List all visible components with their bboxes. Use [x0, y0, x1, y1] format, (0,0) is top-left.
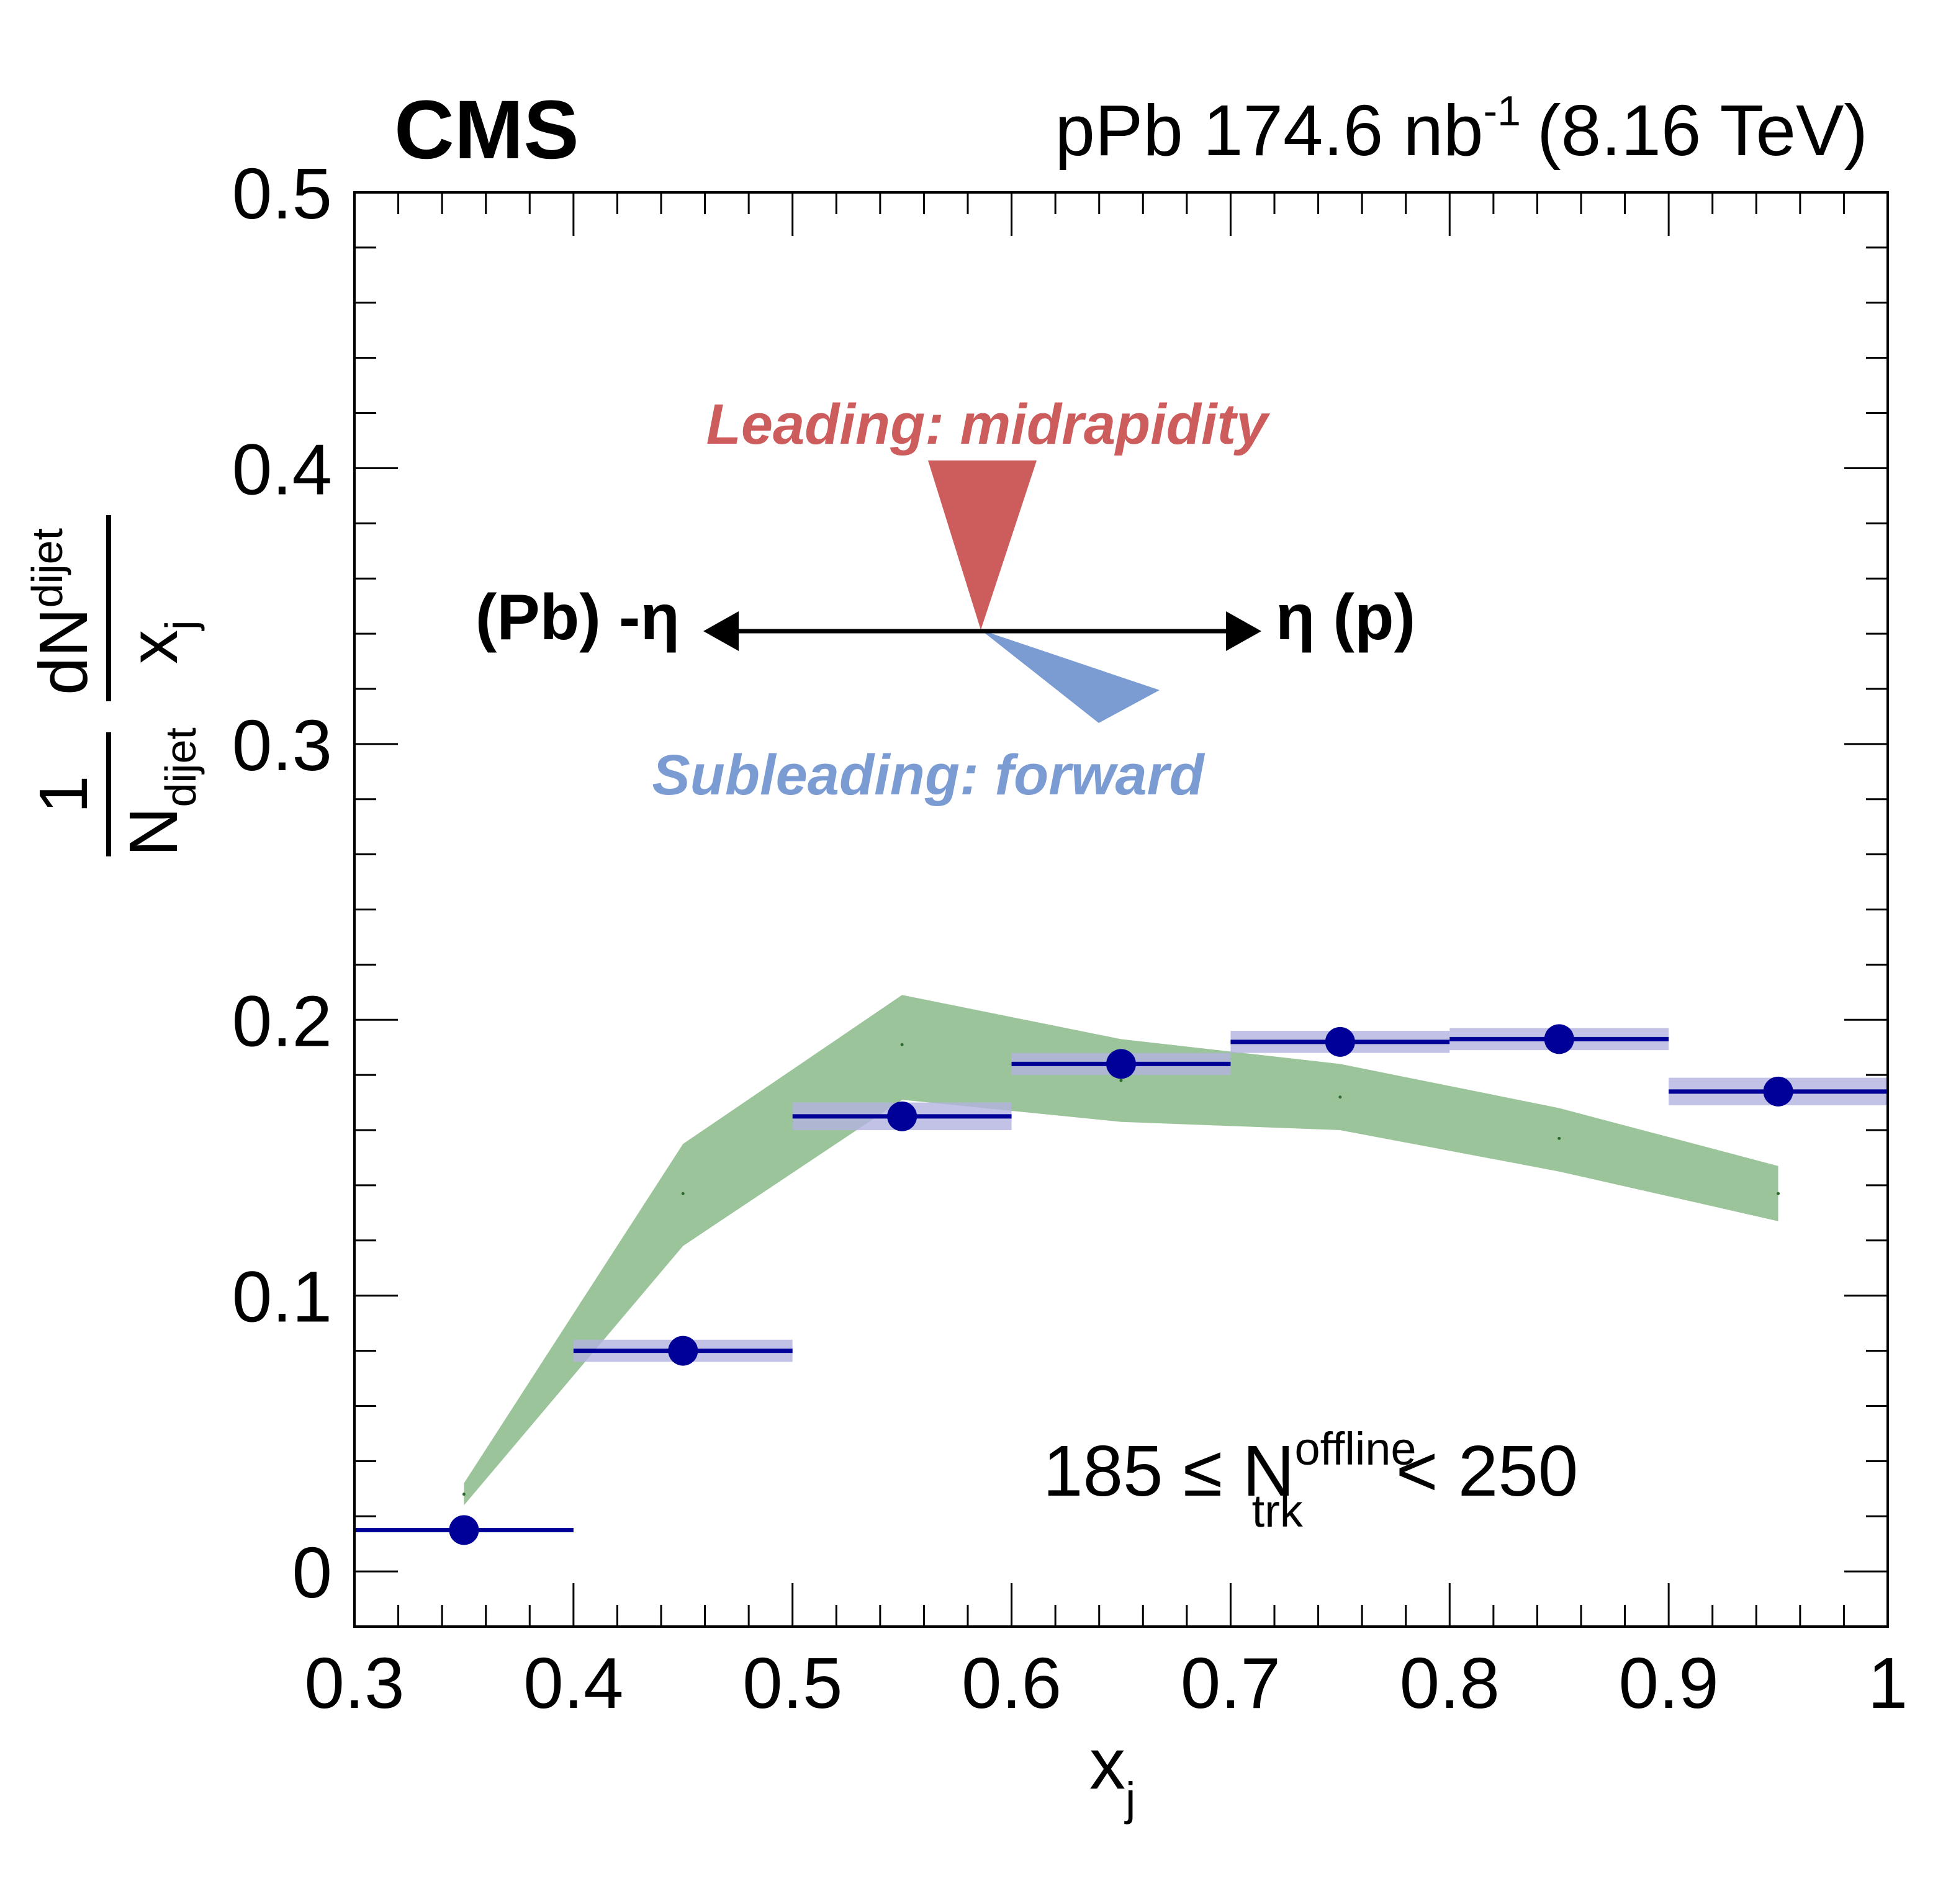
- data-point: [887, 1101, 917, 1131]
- selection-label: 185 ≤ Noffline trk < 250: [1043, 1423, 1578, 1537]
- x-tick-label: 0.3: [304, 1643, 404, 1723]
- x-tick-label: 1: [1868, 1643, 1908, 1723]
- right-arrow-label: η (p): [1276, 582, 1415, 653]
- x-tick-label: 0.6: [962, 1643, 1061, 1723]
- y-title-num-main: dN: [25, 608, 102, 695]
- dataset-label: pPb 174.6 nb-1 (8.16 TeV): [1055, 88, 1868, 171]
- model-point: [900, 1043, 904, 1046]
- y-tick-label: 0.5: [232, 153, 332, 234]
- y-title-den: Ndijet: [115, 727, 205, 856]
- experiment-label: CMS: [394, 84, 579, 176]
- data-point: [1763, 1076, 1793, 1107]
- data-point: [1544, 1024, 1574, 1054]
- selection-sub: trk: [1252, 1485, 1304, 1537]
- selection-min: 185 ≤ N: [1043, 1430, 1294, 1511]
- y-title-frac-den-main: x: [115, 630, 192, 664]
- left-arrow-label: (Pb) -η: [475, 582, 680, 653]
- y-title-one: 1: [25, 775, 102, 813]
- x-axis-title-main: x: [1089, 1723, 1125, 1804]
- y-tick-label: 0: [292, 1532, 332, 1613]
- energy-label: (8.16 TeV): [1537, 90, 1868, 171]
- model-point: [1557, 1136, 1561, 1140]
- y-tick-label: 0.4: [232, 429, 332, 510]
- y-title-den-main: N: [115, 807, 192, 856]
- model-point: [462, 1493, 466, 1496]
- x-tick-label: 0.8: [1400, 1643, 1500, 1723]
- data-point: [1325, 1026, 1355, 1057]
- model-point: [1338, 1095, 1342, 1099]
- y-title-num: dNdijet: [23, 528, 102, 695]
- tick-labels: 0.3 0.4 0.5 0.6 0.7 0.8 0.9 1 0 0.1 0.2 0.3 0.4 0.5: [232, 153, 1908, 1723]
- y-axis-title: 1 Ndijet dNdijet xj: [23, 515, 205, 856]
- leading-cone: [928, 460, 1037, 630]
- eta-schematic: Leading: midrapidity (Pb) -η η (p) Suble…: [475, 393, 1415, 807]
- data-layer: [354, 1024, 1888, 1545]
- selection-sup: offline: [1294, 1423, 1416, 1475]
- data-point: [449, 1515, 479, 1545]
- y-title-num-sub: dijet: [23, 528, 71, 608]
- model-point: [1777, 1192, 1780, 1195]
- subleading-label: Subleading: forward: [652, 743, 1205, 807]
- y-title-frac-den-sub: j: [156, 620, 205, 631]
- y-tick-label: 0.1: [232, 1257, 332, 1337]
- eta-left-arrowhead: [703, 611, 739, 651]
- x-axis-title-sub: j: [1124, 1773, 1135, 1825]
- model-point: [1119, 1079, 1123, 1082]
- y-title-frac-den: xj: [115, 620, 205, 664]
- dataset-prefix: pPb 174.6 nb: [1055, 90, 1483, 171]
- model-point: [681, 1192, 685, 1195]
- y-title-den-sub: dijet: [156, 727, 205, 807]
- eta-right-arrowhead: [1226, 611, 1261, 651]
- x-axis-title: xj: [1089, 1723, 1135, 1825]
- data-point: [668, 1336, 698, 1366]
- x-tick-label: 0.5: [742, 1643, 842, 1723]
- leading-label: Leading: midrapidity: [706, 393, 1271, 456]
- x-tick-label: 0.9: [1619, 1643, 1719, 1723]
- x-tick-label: 0.7: [1181, 1643, 1281, 1723]
- y-tick-label: 0.2: [232, 981, 332, 1061]
- subleading-cone: [981, 630, 1160, 723]
- data-point: [1106, 1049, 1136, 1079]
- selection-max: < 250: [1396, 1430, 1579, 1511]
- axis-ticks: [353, 191, 1889, 1628]
- y-tick-label: 0.3: [232, 705, 332, 786]
- x-tick-label: 0.4: [523, 1643, 623, 1723]
- lumi-exponent: -1: [1483, 88, 1520, 135]
